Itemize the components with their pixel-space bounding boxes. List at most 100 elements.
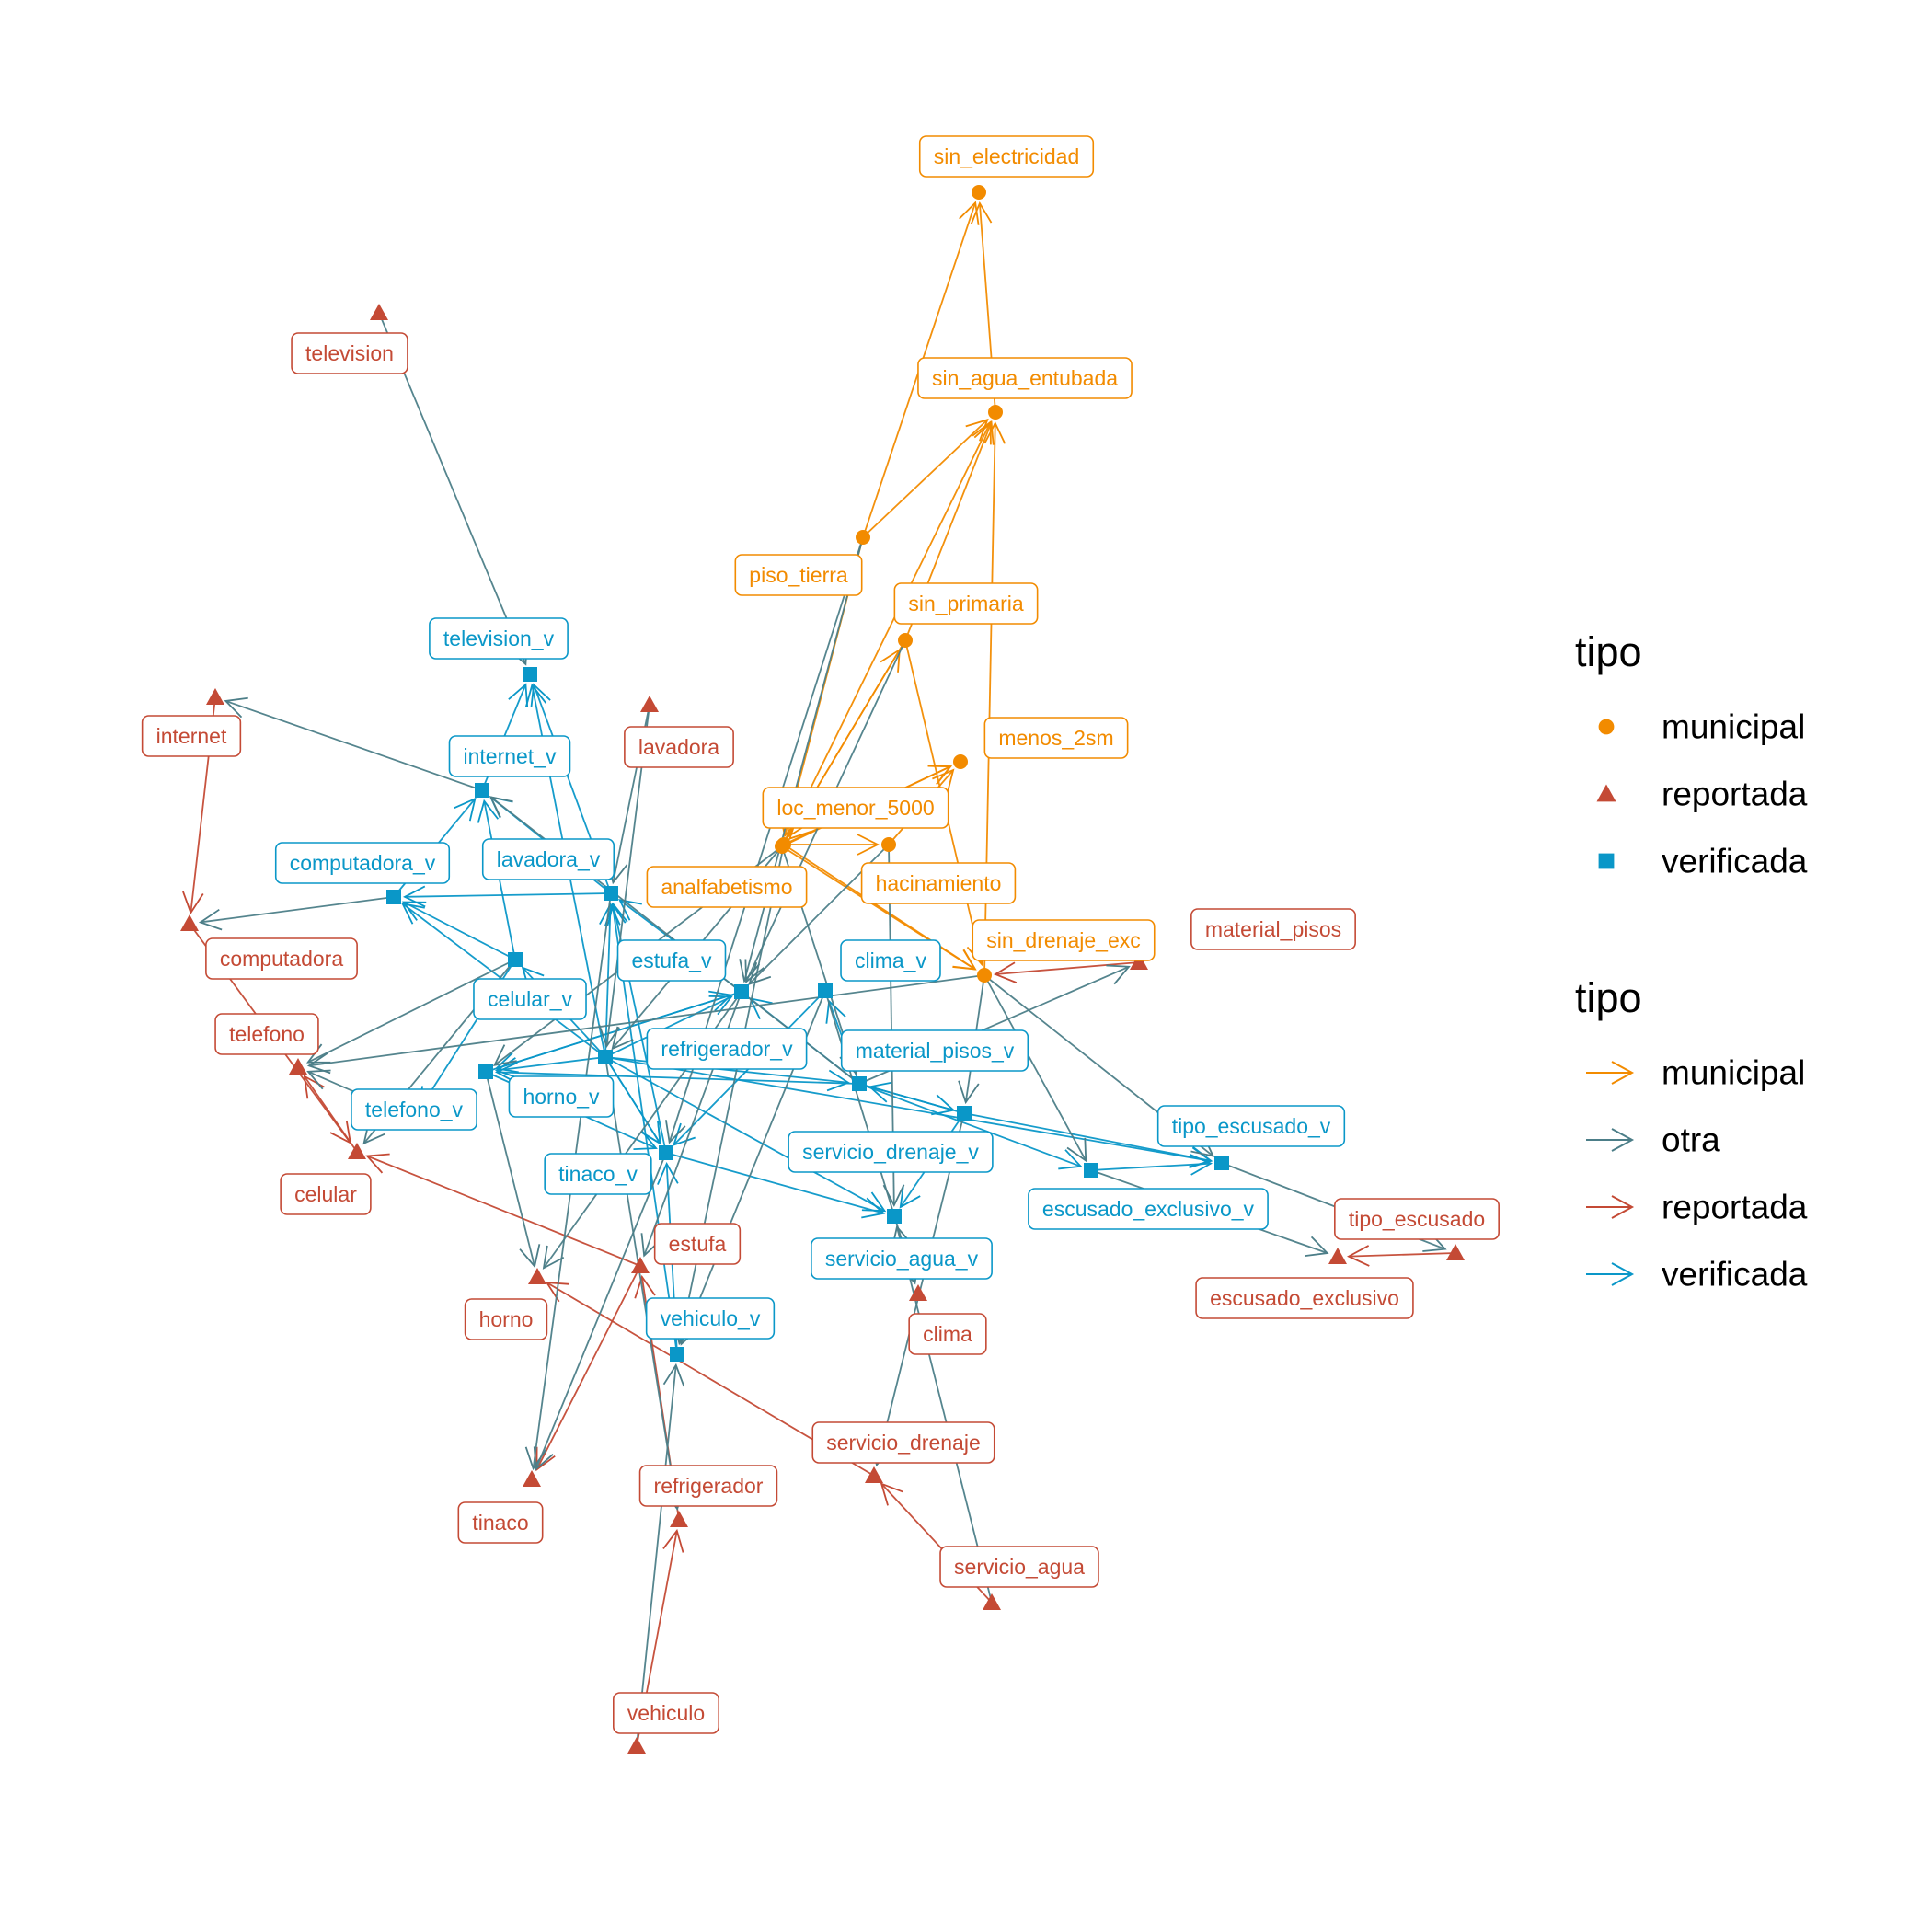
node-label-loc_menor_5000: loc_menor_5000 xyxy=(762,787,949,829)
node-label-box xyxy=(653,1223,742,1265)
edge-celular_v-to-internet_v xyxy=(477,799,516,960)
node-marker-refrigerador xyxy=(670,1511,688,1527)
node-label-computadora: computadora xyxy=(205,937,358,980)
node-label-text: lavadora xyxy=(638,735,719,759)
edge-arrowhead xyxy=(634,1274,656,1299)
legend-edge-item-otra: otra xyxy=(1586,1121,1720,1159)
node-label-text: analfabetismo xyxy=(661,875,792,899)
node-label-box xyxy=(448,735,571,777)
node-label-vehiculo_v: vehiculo_v xyxy=(645,1297,776,1340)
edge-arrowhead xyxy=(965,418,989,442)
edge-arrowhead xyxy=(882,1184,905,1208)
node-label-servicio_agua: servicio_agua xyxy=(939,1546,1099,1588)
edge-arrowhead xyxy=(182,891,204,915)
node-label-text: servicio_agua_v xyxy=(825,1247,979,1271)
node-label-box xyxy=(762,787,949,829)
edge-arrowhead xyxy=(958,1080,980,1105)
edge-arrowhead xyxy=(662,1528,684,1553)
edge-refrigerador_v-to-tinaco_v xyxy=(604,1056,661,1145)
edge-piso_tierra-to-sin_agua_entubada xyxy=(862,418,989,538)
node-marker-estufa_v xyxy=(734,984,749,999)
node-label-text: celular xyxy=(294,1182,357,1206)
node-label-text: television xyxy=(305,341,394,365)
edge-arrowhead xyxy=(542,1245,565,1270)
node-marker-clima_v xyxy=(818,983,833,998)
node-marker-horno xyxy=(528,1268,546,1284)
node-label-internet: internet xyxy=(141,715,242,757)
edge-arrowhead xyxy=(880,1482,903,1506)
node-label-text: loc_menor_5000 xyxy=(776,796,934,820)
edge-lavadora_v-to-computadora_v xyxy=(402,885,612,908)
node-marker-escusado_exclusivo_v xyxy=(1084,1163,1098,1178)
nodes-layer xyxy=(180,185,1465,1754)
node-label-tipo_escusado: tipo_escusado xyxy=(1334,1198,1500,1240)
node-label-box xyxy=(646,866,808,908)
node-label-text: clima xyxy=(923,1322,972,1346)
edge-arrowhead xyxy=(932,768,955,793)
edge-arrowhead xyxy=(993,961,1018,983)
node-label-servicio_agua_v: servicio_agua_v xyxy=(811,1237,993,1280)
node-label-estufa: estufa xyxy=(653,1223,742,1265)
edge-vehiculo-to-vehiculo_v xyxy=(636,1363,685,1747)
node-label-text: estufa_v xyxy=(632,949,712,972)
node-label-text: tinaco_v xyxy=(558,1162,638,1186)
legend-edge-label: municipal xyxy=(1662,1054,1805,1092)
edge-sin_drenaje_exc-to-telefono xyxy=(306,974,985,1075)
edge-arrowhead xyxy=(454,797,477,822)
node-marker-horno_v xyxy=(478,1064,493,1079)
node-marker-sin_primaria xyxy=(898,633,913,648)
edge-arrowhead xyxy=(1106,964,1131,985)
node-marker-internet xyxy=(206,688,224,705)
node-label-text: sin_electricidad xyxy=(934,144,1080,168)
node-label-telefono_v: telefono_v xyxy=(351,1088,477,1131)
node-label-clima_v: clima_v xyxy=(840,939,941,982)
node-label-hacinamiento: hacinamiento xyxy=(860,862,1017,904)
edge-arrowhead xyxy=(524,683,547,707)
node-label-estufa_v: estufa_v xyxy=(616,939,727,982)
node-label-text: telefono_v xyxy=(365,1098,464,1121)
node-label-refrigerador: refrigerador xyxy=(638,1465,778,1507)
legend-arrowhead xyxy=(1611,1195,1635,1219)
edge-arrowhead xyxy=(401,901,427,921)
node-marker-computadora xyxy=(180,914,199,931)
node-label-box xyxy=(205,937,358,980)
edge-estufa_v-to-horno_v xyxy=(494,991,742,1074)
node-label-servicio_drenaje_v: servicio_drenaje_v xyxy=(788,1131,994,1173)
node-label-analfabetismo: analfabetismo xyxy=(646,866,808,908)
node-label-text: menos_2sm xyxy=(998,726,1113,750)
node-label-text: sin_drenaje_exc xyxy=(986,928,1141,952)
edge-arrowhead xyxy=(611,1026,634,1051)
node-label-text: internet_v xyxy=(463,744,557,768)
node-label-text: material_pisos_v xyxy=(856,1039,1015,1063)
node-label-text: internet xyxy=(156,724,227,748)
node-label-box xyxy=(544,1153,652,1195)
node-label-box xyxy=(141,715,242,757)
edge-arrowhead xyxy=(970,201,993,225)
node-label-tinaco: tinaco xyxy=(457,1501,544,1544)
edge-arrowhead xyxy=(1066,1137,1087,1163)
node-label-menos_2sm: menos_2sm xyxy=(983,717,1129,759)
node-label-text: material_pisos xyxy=(1205,917,1341,941)
node-label-text: television_v xyxy=(443,627,555,650)
edge-loc_menor_5000-to-sin_drenaje_exc xyxy=(781,845,977,971)
edge-arrowhead xyxy=(633,1130,658,1151)
node-label-box xyxy=(351,1088,477,1131)
node-label-text: servicio_agua xyxy=(954,1555,1085,1579)
legend-edge-item-municipal: municipal xyxy=(1586,1054,1805,1092)
node-label-box xyxy=(840,939,941,982)
edge-arrowhead xyxy=(857,834,880,856)
node-label-material_pisos: material_pisos xyxy=(1190,908,1356,950)
node-label-television_v: television_v xyxy=(429,617,569,660)
legend-node-label: verificada xyxy=(1662,843,1808,880)
node-label-text: lavadora_v xyxy=(497,847,601,871)
edge-piso_tierra-to-estufa_v xyxy=(739,536,864,983)
node-label-box xyxy=(280,1173,372,1215)
edge-arrowhead xyxy=(524,1446,547,1471)
node-marker-computadora_v xyxy=(386,890,401,904)
edge-arrowhead xyxy=(861,1191,887,1213)
node-label-box xyxy=(1195,1277,1414,1319)
node-marker-servicio_drenaje xyxy=(865,1466,883,1483)
node-label-box xyxy=(860,862,1017,904)
node-marker-tinaco xyxy=(523,1470,541,1487)
